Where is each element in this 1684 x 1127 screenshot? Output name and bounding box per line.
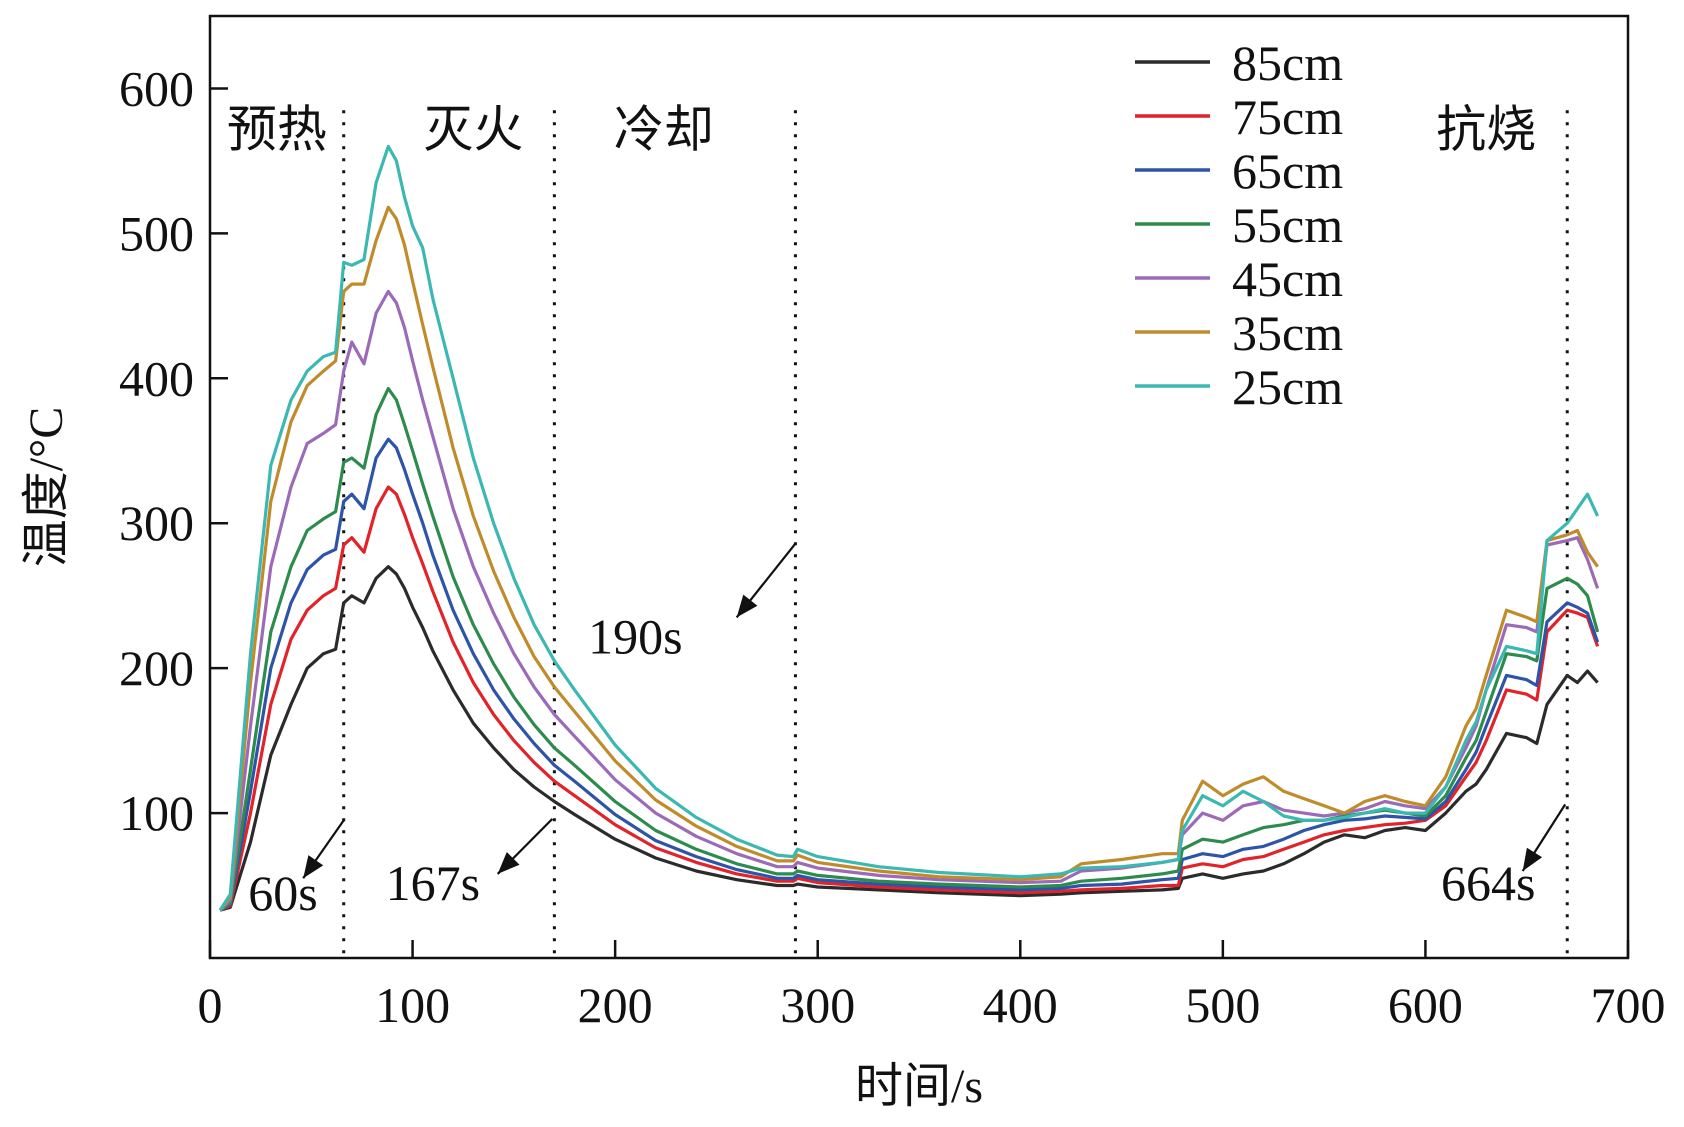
axes: 0 100 200 300 400 500 600 700 100 200 300 400 500 600 [119, 60, 1666, 1033]
legend-label: 75cm [1232, 89, 1343, 145]
annotation-label: 190s [588, 609, 682, 665]
x-tick-label: 200 [578, 977, 653, 1033]
plot-frame [208, 14, 1630, 960]
series-line-85cm [219, 565, 1599, 912]
phase-labels: 预热 灭火 冷却 抗烧 [227, 101, 1536, 157]
y-axis-title: 温度/°C [20, 407, 73, 568]
phase-label: 抗烧 [1436, 101, 1536, 157]
x-tick-label: 0 [198, 977, 223, 1033]
x-tick-label: 300 [780, 977, 855, 1033]
x-tick-label: 700 [1591, 977, 1666, 1033]
annotation-label: 664s [1441, 855, 1535, 911]
legend-label: 55cm [1232, 197, 1343, 253]
annotation-arrow-head [1522, 847, 1543, 871]
x-tick-label: 500 [1185, 977, 1260, 1033]
annotation-arrow-head [736, 594, 758, 618]
annotation-arrow-head [497, 852, 520, 874]
x-tick-label: 400 [983, 977, 1058, 1033]
annotation-arrow-head [303, 855, 324, 879]
y-tick-label: 100 [119, 785, 194, 841]
y-tick-label: 500 [119, 205, 194, 261]
series-line-55cm [219, 386, 1600, 912]
series-line-35cm [218, 205, 1599, 912]
y-tick-label: 200 [119, 640, 194, 696]
legend-label: 25cm [1232, 359, 1343, 415]
phase-label: 预热 [227, 101, 327, 157]
series-line-65cm [219, 437, 1600, 912]
y-tick-label: 300 [119, 495, 194, 551]
legend-label: 85cm [1232, 35, 1343, 91]
legend-label: 65cm [1232, 143, 1343, 199]
legend-label: 35cm [1232, 305, 1343, 361]
legend-label: 45cm [1232, 251, 1343, 307]
y-tick-label: 600 [119, 60, 194, 116]
x-axis-title: 时间/s [855, 1060, 983, 1113]
annotation-label: 60s [248, 865, 317, 921]
phase-label: 灭火 [423, 101, 523, 157]
annotation-label: 167s [386, 855, 480, 911]
y-tick-label: 400 [119, 350, 194, 406]
series-group [218, 144, 1600, 912]
series-line-75cm [219, 485, 1600, 912]
series-line-25cm [218, 144, 1600, 912]
x-tick-label: 600 [1388, 977, 1463, 1033]
annotations: 60s 167s 190s 664s [248, 542, 1567, 921]
x-tick-label: 100 [375, 977, 450, 1033]
phase-label: 冷却 [614, 101, 714, 157]
